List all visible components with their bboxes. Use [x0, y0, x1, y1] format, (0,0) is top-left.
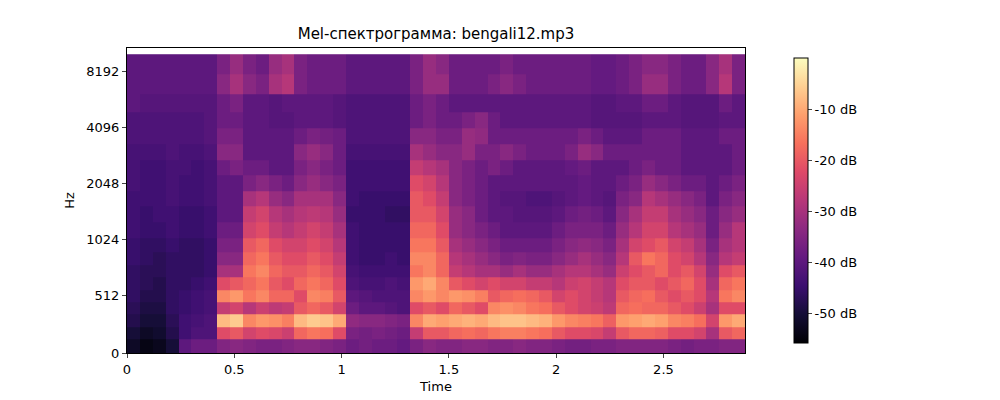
svg-text:-40 dB: -40 dB	[815, 255, 858, 270]
svg-text:1.5: 1.5	[439, 362, 460, 377]
svg-text:0: 0	[123, 362, 131, 377]
svg-text:-10 dB: -10 dB	[815, 102, 858, 117]
svg-text:2048: 2048	[86, 176, 119, 191]
svg-text:0.5: 0.5	[224, 362, 245, 377]
svg-text:-50 dB: -50 dB	[815, 306, 858, 321]
svg-text:-30 dB: -30 dB	[815, 204, 858, 219]
svg-text:0: 0	[111, 346, 119, 361]
svg-text:512: 512	[95, 288, 120, 303]
svg-text:8192: 8192	[86, 64, 119, 79]
svg-text:1: 1	[337, 362, 345, 377]
svg-text:Mel-спектрограмма: bengali12.m: Mel-спектрограмма: bengali12.mp3	[298, 25, 575, 43]
svg-text:Time: Time	[419, 379, 452, 394]
svg-text:-20 dB: -20 dB	[815, 153, 858, 168]
svg-text:2: 2	[552, 362, 560, 377]
svg-text:Hz: Hz	[62, 192, 77, 209]
svg-text:1024: 1024	[86, 232, 119, 247]
svg-text:2.5: 2.5	[653, 362, 674, 377]
svg-text:4096: 4096	[86, 120, 119, 135]
